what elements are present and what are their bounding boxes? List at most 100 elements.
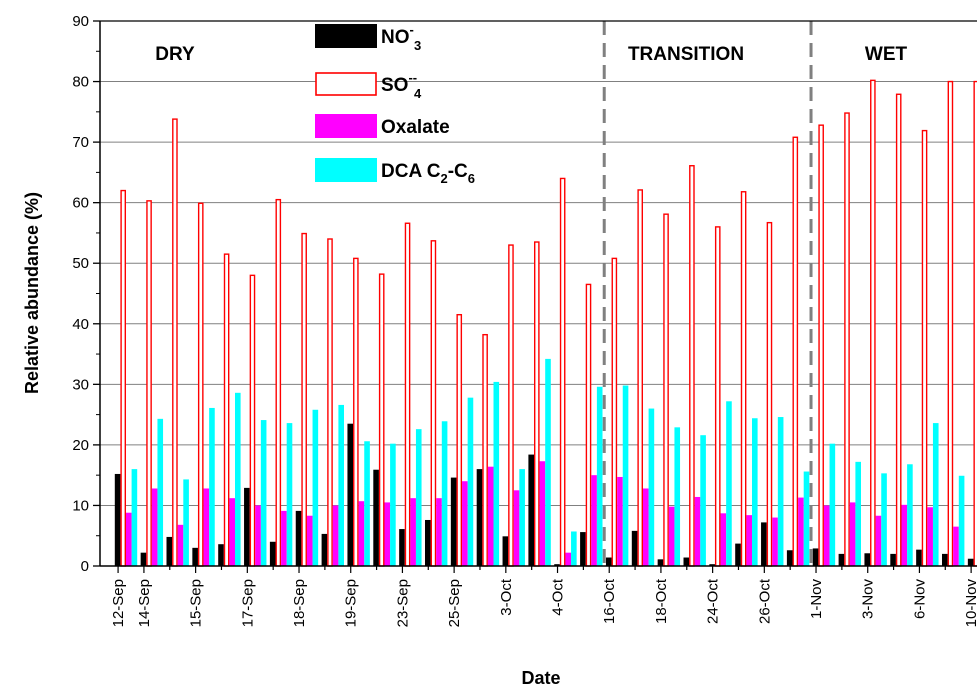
y-tick-label-80: 80: [72, 74, 89, 91]
bar-no3--32: [942, 553, 948, 566]
bar-no3--14: [476, 469, 483, 566]
bar-oxalate-11: [410, 498, 416, 566]
bar-so4--5: [249, 274, 256, 567]
x-tick-label-25: 26-Oct: [756, 578, 773, 624]
bar-dca-c2-c6-24: [752, 418, 758, 566]
bar-dca-c2-c6-18: [596, 386, 603, 566]
bar-oxalate-0: [126, 512, 132, 566]
bar-no3--17: [554, 564, 560, 566]
bar-so4--6: [275, 198, 282, 567]
bar-dca-c2-c6-14: [493, 381, 500, 566]
bar-oxalate-29: [875, 515, 882, 566]
bar-so4--2: [172, 118, 178, 567]
bar-no3--0: [114, 473, 121, 566]
bars: [114, 79, 977, 567]
bar-dca-c2-c6-19: [622, 385, 629, 566]
bar-so4--3: [197, 202, 204, 567]
y-tick-label-20: 20: [72, 437, 89, 454]
y-axis-title: Relative abundance (%): [22, 192, 42, 394]
bar-oxalate-9: [358, 501, 365, 566]
period-label-dry: DRY: [155, 44, 195, 65]
bar-dca-c2-c6-7: [312, 409, 319, 566]
bar-so4--27: [818, 124, 824, 567]
y-tick-label-10: 10: [72, 497, 89, 514]
bar-oxalate-14: [487, 466, 494, 566]
period-dividers: [602, 21, 813, 566]
x-tick-label-3: 15-Sep: [188, 579, 205, 627]
bar-no3--9: [347, 423, 354, 566]
x-tick-label-1: 14-Sep: [136, 579, 153, 627]
bar-oxalate-21: [668, 506, 675, 566]
period-labels: DRY TRANSITION WET: [155, 44, 907, 65]
bar-oxalate-18: [591, 475, 597, 566]
bar-so4--12: [430, 240, 437, 567]
bar-dca-c2-c6-4: [235, 392, 241, 566]
bar-so4--11: [404, 222, 411, 567]
bar-dca-c2-c6-1: [157, 418, 164, 566]
bar-dca-c2-c6-3: [209, 407, 215, 566]
bar-oxalate-13: [462, 481, 468, 566]
bar-no3--21: [657, 559, 664, 566]
bar-so4--13: [456, 313, 463, 567]
bar-so4--26: [792, 136, 799, 567]
bar-dca-c2-c6-10: [390, 443, 396, 566]
x-tick-label-27: 1-Nov: [808, 579, 825, 620]
x-tick-label-5: 17-Sep: [239, 579, 256, 627]
bar-oxalate-7: [306, 515, 313, 566]
bar-dca-c2-c6-22: [700, 435, 706, 566]
bar-oxalate-3: [203, 488, 210, 566]
bar-oxalate-4: [229, 498, 235, 566]
bar-dca-c2-c6-28: [855, 461, 861, 566]
legend-swatch-no3-: [315, 24, 377, 48]
x-tick-label-31: 6-Nov: [911, 579, 928, 620]
axes: [93, 20, 977, 573]
bar-no3--25: [761, 522, 767, 566]
bar-so4--22: [689, 165, 695, 567]
bar-so4--4: [223, 253, 230, 567]
legend-swatch-dca-c2-c6: [315, 158, 377, 182]
bar-oxalate-31: [927, 507, 933, 566]
bar-oxalate-32: [953, 526, 959, 566]
bar-so4--25: [766, 221, 773, 567]
bar-oxalate-2: [177, 524, 184, 566]
bar-oxalate-1: [151, 488, 158, 566]
bar-no3--4: [218, 544, 224, 566]
bar-no3--28: [838, 553, 845, 566]
bar-no3--3: [192, 547, 198, 566]
bar-so4--23: [714, 226, 721, 567]
x-tick-label-7: 18-Sep: [291, 579, 308, 627]
bar-so4--10: [378, 273, 385, 567]
bar-so4--18: [585, 283, 592, 567]
bar-oxalate-8: [332, 505, 339, 566]
bar-no3--10: [373, 469, 379, 566]
y-tick-label-70: 70: [72, 134, 89, 151]
bar-so4--30: [895, 93, 902, 567]
bar-so4--20: [637, 189, 643, 567]
bar-dca-c2-c6-5: [260, 420, 267, 566]
bar-no3--24: [735, 543, 741, 566]
bar-dca-c2-c6-8: [338, 404, 344, 566]
bar-oxalate-6: [281, 510, 287, 566]
legend: NO-3 SO--4 Oxalate DCA C2-C6: [315, 22, 475, 186]
bar-dca-c2-c6-15: [519, 469, 525, 566]
bar-oxalate-15: [513, 490, 520, 566]
bar-dca-c2-c6-26: [803, 471, 810, 566]
bar-oxalate-28: [849, 502, 856, 566]
bar-dca-c2-c6-11: [415, 429, 422, 566]
bar-oxalate-10: [384, 502, 391, 566]
bar-so4--0: [120, 189, 126, 567]
bar-oxalate-24: [746, 515, 752, 566]
bar-oxalate-22: [694, 496, 701, 566]
bar-dca-c2-c6-30: [907, 464, 913, 566]
bar-dca-c2-c6-13: [467, 397, 474, 566]
x-tick-label-13: 25-Sep: [446, 579, 463, 627]
bar-no3--30: [890, 553, 896, 566]
bar-no3--5: [244, 487, 250, 566]
bar-so4--7: [301, 232, 307, 567]
bar-dca-c2-c6-0: [131, 469, 138, 566]
x-axis-title: Date: [521, 668, 560, 688]
bar-dca-c2-c6-31: [932, 423, 939, 566]
x-tick-label-29: 3-Nov: [860, 579, 877, 620]
